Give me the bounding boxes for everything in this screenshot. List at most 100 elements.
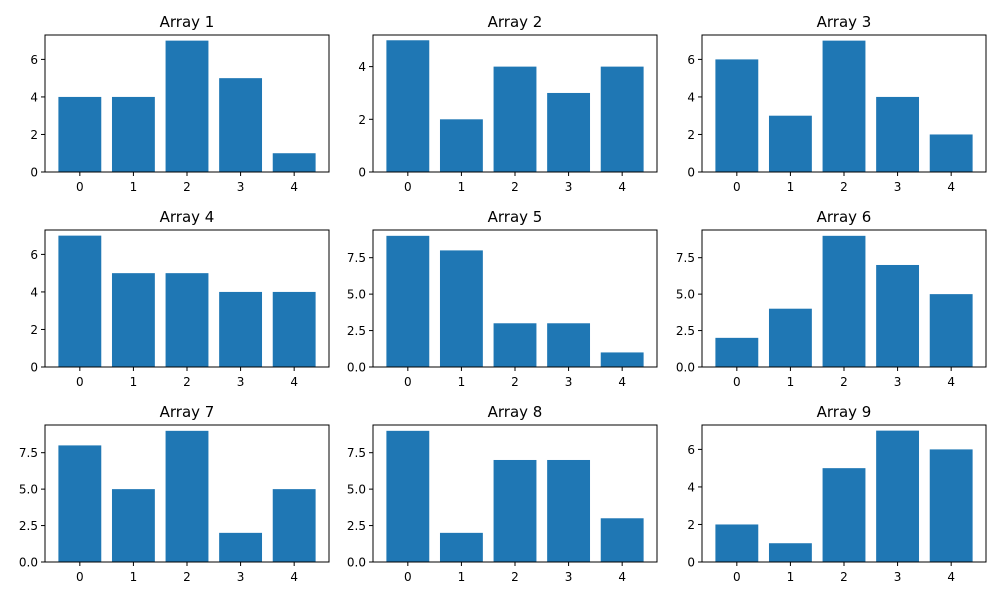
x-tick-label: 3 (894, 375, 902, 389)
subplot-7: 0 1 2 3 4 0.0 2.5 5.0 7.5 Array 7 (19, 403, 330, 584)
y-tick-label: 2.5 (347, 324, 366, 338)
x-tick-label: 0 (404, 570, 412, 584)
x-tick-label: 3 (565, 180, 573, 194)
subplot-1: 0 1 2 3 4 0 2 4 6 Array 1 (30, 13, 330, 194)
bar-0 (58, 235, 102, 367)
y-tick-label: 5.0 (347, 483, 366, 497)
y-tick-label: 2.5 (676, 324, 695, 338)
subplot-title: Array 7 (160, 403, 215, 421)
x-tick-label: 3 (565, 570, 573, 584)
bar-1 (439, 119, 483, 172)
bar-4 (600, 66, 644, 172)
bar-2 (822, 235, 866, 367)
x-tick-label: 0 (733, 570, 741, 584)
bar-2 (493, 323, 537, 367)
subplot-title: Array 3 (817, 13, 872, 31)
x-tick-label: 1 (130, 180, 138, 194)
subplot-title: Array 5 (488, 208, 543, 226)
x-tick-label: 1 (458, 570, 466, 584)
subplot-title: Array 2 (488, 13, 543, 31)
x-tick-label: 4 (618, 570, 626, 584)
x-tick-label: 2 (511, 180, 519, 194)
y-tick-label: 2 (687, 128, 695, 142)
bar-2 (165, 273, 209, 367)
bar-1 (768, 115, 812, 172)
bar-4 (929, 449, 973, 562)
subplot-title: Array 8 (488, 403, 543, 421)
bar-3 (219, 291, 263, 367)
bar-1 (111, 96, 155, 172)
x-tick-label: 4 (947, 180, 955, 194)
bar-0 (386, 40, 430, 172)
bar-0 (386, 235, 430, 367)
y-tick-label: 4 (687, 480, 695, 494)
x-tick-label: 1 (787, 375, 795, 389)
bar-1 (111, 489, 155, 562)
bar-1 (768, 543, 812, 562)
x-tick-label: 1 (787, 180, 795, 194)
x-tick-label: 1 (130, 570, 138, 584)
subplot-title: Array 9 (817, 403, 872, 421)
y-tick-label: 2.5 (347, 519, 366, 533)
bar-1 (768, 308, 812, 367)
x-tick-label: 4 (290, 180, 298, 194)
x-tick-label: 4 (947, 375, 955, 389)
y-tick-label: 7.5 (347, 251, 366, 265)
y-tick-label: 0 (358, 166, 366, 180)
y-tick-label: 6 (30, 248, 38, 262)
x-tick-label: 0 (76, 180, 84, 194)
y-tick-label: 2.5 (19, 519, 38, 533)
subplot-8: 0 1 2 3 4 0.0 2.5 5.0 7.5 Array 8 (347, 403, 658, 584)
y-tick-label: 0 (30, 361, 38, 375)
bar-2 (493, 66, 537, 172)
x-tick-label: 3 (237, 570, 245, 584)
subplot-3: 0 1 2 3 4 0 2 4 6 Array 3 (687, 13, 987, 194)
y-tick-label: 2 (30, 323, 38, 337)
y-tick-label: 7.5 (19, 446, 38, 460)
bar-4 (600, 352, 644, 367)
subplot-6: 0 1 2 3 4 0.0 2.5 5.0 7.5 Array 6 (676, 208, 987, 389)
y-tick-label: 0.0 (347, 361, 366, 375)
y-tick-label: 2 (358, 113, 366, 127)
subplot-9: 0 1 2 3 4 0 2 4 6 Array 9 (687, 403, 987, 584)
bar-4 (929, 134, 973, 172)
bar-3 (547, 92, 591, 172)
x-tick-label: 2 (840, 180, 848, 194)
bar-2 (493, 459, 537, 562)
subplot-2: 0 1 2 3 4 0 2 4 Array 2 (358, 13, 658, 194)
bar-2 (822, 468, 866, 562)
y-tick-label: 4 (30, 90, 38, 104)
bar-3 (876, 430, 920, 562)
bar-3 (876, 96, 920, 172)
y-tick-label: 4 (30, 285, 38, 299)
y-tick-label: 4 (358, 60, 366, 74)
x-tick-label: 0 (733, 375, 741, 389)
y-tick-label: 6 (30, 53, 38, 67)
bar-0 (715, 524, 759, 562)
subplot-5: 0 1 2 3 4 0.0 2.5 5.0 7.5 Array 5 (347, 208, 658, 389)
y-tick-label: 6 (687, 53, 695, 67)
y-tick-label: 2 (30, 128, 38, 142)
y-tick-label: 0 (687, 556, 695, 570)
x-tick-label: 2 (511, 375, 519, 389)
x-tick-label: 0 (404, 180, 412, 194)
x-tick-label: 3 (237, 375, 245, 389)
subplot-title: Array 1 (160, 13, 215, 31)
x-tick-label: 2 (183, 375, 191, 389)
x-tick-label: 2 (183, 180, 191, 194)
x-tick-label: 3 (565, 375, 573, 389)
bar-4 (600, 518, 644, 562)
x-tick-label: 0 (733, 180, 741, 194)
x-tick-label: 2 (840, 375, 848, 389)
y-tick-label: 4 (687, 90, 695, 104)
bar-0 (715, 59, 759, 172)
x-tick-label: 1 (130, 375, 138, 389)
subplot-title: Array 4 (160, 208, 215, 226)
y-tick-label: 0.0 (676, 361, 695, 375)
x-tick-label: 2 (183, 570, 191, 584)
bar-4 (929, 294, 973, 367)
x-tick-label: 4 (618, 180, 626, 194)
x-tick-label: 4 (947, 570, 955, 584)
bar-3 (876, 264, 920, 367)
bar-4 (272, 291, 316, 367)
